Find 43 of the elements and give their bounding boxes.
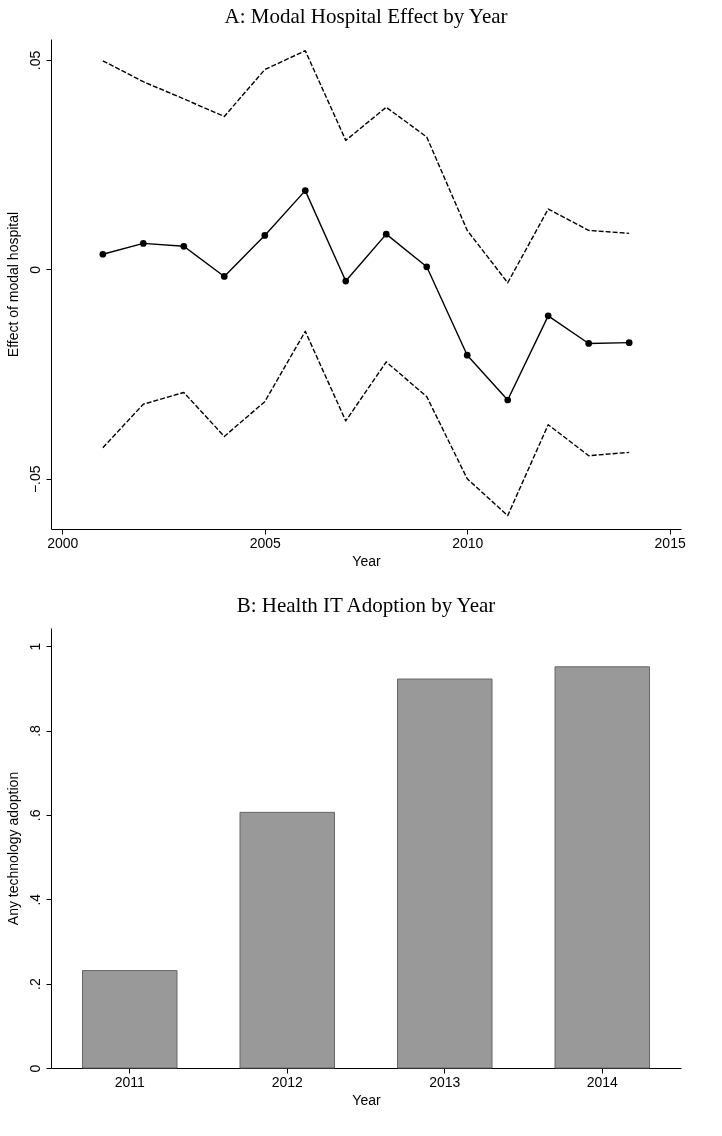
y-tick-label: .8: [26, 724, 43, 737]
x-axis-title: Year: [352, 552, 381, 569]
x-tick-label: 2012: [271, 1073, 304, 1090]
y-tick-label: .6: [26, 809, 43, 822]
x-tick-label: 2005: [249, 534, 282, 551]
point: [139, 240, 147, 247]
chart-title: A: Modal Hospital Effect by Year: [224, 4, 508, 28]
bar: [554, 666, 650, 1069]
y-axis-title: Effect of modal hospital: [4, 211, 21, 358]
line-series: [102, 330, 630, 517]
y-tick-label: .4: [26, 893, 43, 906]
x-tick-label: 2000: [47, 534, 79, 551]
point: [463, 351, 471, 359]
point: [625, 339, 633, 346]
point: [544, 312, 552, 320]
bar: [82, 970, 178, 1069]
bar: [239, 811, 335, 1069]
y-tick-label: 0: [26, 1064, 43, 1073]
x-tick-label: 2013: [429, 1073, 461, 1090]
x-tick-label: 2011: [114, 1073, 146, 1090]
y-tick-label: 0: [26, 265, 43, 274]
x-axis-title: Year: [352, 1091, 381, 1108]
bar: [397, 678, 493, 1069]
point: [504, 396, 512, 404]
x-tick-label: 2015: [654, 534, 686, 551]
y-tick-label: 1: [26, 642, 43, 651]
chart-title: B: Health IT Adoption by Year: [236, 593, 496, 617]
y-axis-title: Any technology adoption: [4, 771, 21, 926]
point: [342, 277, 350, 285]
y-tick-label: .05: [26, 50, 43, 71]
point: [180, 242, 188, 250]
y-tick-label: .2: [26, 978, 43, 990]
point: [585, 340, 593, 347]
x-tick-label: 2014: [586, 1073, 619, 1090]
point: [423, 263, 431, 271]
point: [99, 250, 107, 258]
x-tick-label: 2010: [452, 534, 484, 551]
y-tick-label: −.05: [26, 465, 43, 494]
point: [301, 187, 309, 194]
point: [382, 230, 390, 238]
point: [220, 273, 228, 280]
line-series: [102, 50, 630, 284]
point: [261, 232, 269, 239]
